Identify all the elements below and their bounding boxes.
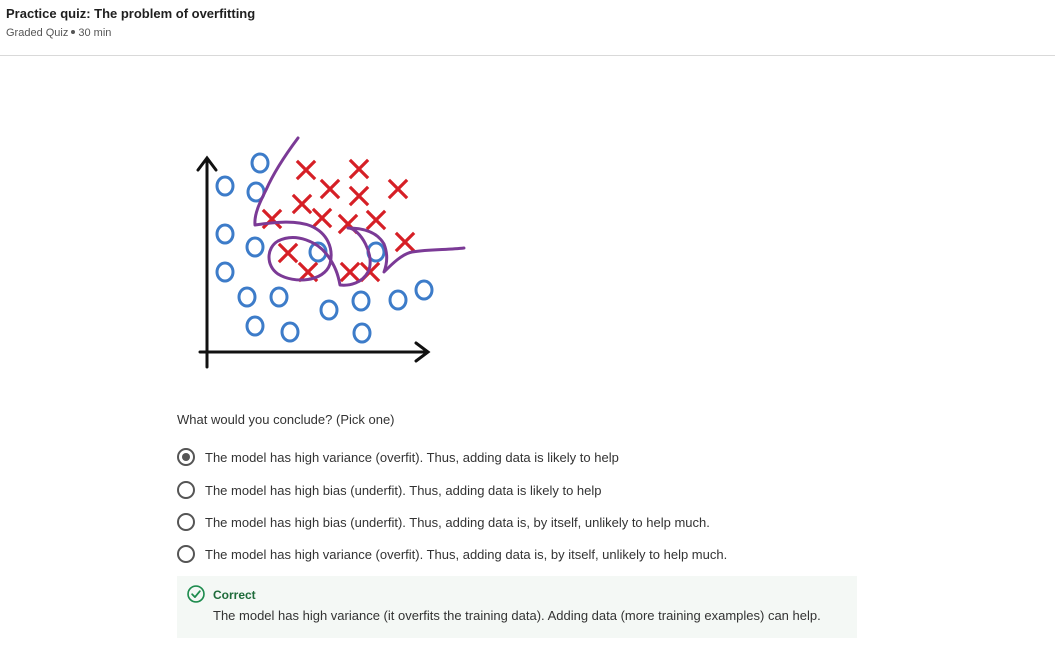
answer-label: The model has high bias (underfit). Thus…: [205, 482, 602, 498]
cross-markers: [261, 158, 416, 283]
cross-marker: [394, 231, 416, 253]
cross-marker: [339, 261, 361, 283]
circle-marker: [319, 299, 339, 321]
quiz-duration: 30 min: [78, 27, 112, 39]
answer-label: The model has high variance (overfit). T…: [205, 449, 619, 465]
radio-unselected[interactable]: [177, 481, 195, 499]
overfitting-figure: [196, 136, 466, 369]
decision-boundary: [253, 136, 466, 287]
cross-marker: [319, 178, 341, 200]
answer-option-3[interactable]: The model has high bias (underfit). Thus…: [177, 511, 710, 533]
x-axis-arrow: [414, 341, 431, 363]
cross-marker: [348, 158, 370, 180]
cross-marker: [348, 185, 370, 207]
radio-unselected[interactable]: [177, 545, 195, 563]
radio-dot: [182, 453, 190, 461]
circle-marker: [351, 290, 371, 312]
quiz-meta: Graded Quiz 30 min: [6, 27, 111, 39]
cross-marker: [291, 193, 313, 215]
circle-marker: [250, 152, 270, 174]
separator-dot: [71, 30, 76, 35]
circle-marker: [215, 261, 235, 283]
circle-marker: [269, 286, 289, 308]
answer-option-2[interactable]: The model has high bias (underfit). Thus…: [177, 479, 602, 501]
answer-label: The model has high variance (overfit). T…: [205, 546, 728, 562]
circle-marker: [245, 315, 265, 337]
circle-marker: [280, 321, 300, 343]
feedback-status: Correct: [213, 588, 256, 602]
circle-marker: [237, 286, 257, 308]
answer-feedback: Correct The model has high variance (it …: [177, 576, 857, 638]
circle-marker: [215, 175, 235, 197]
circle-marker: [414, 279, 434, 301]
circle-marker: [245, 236, 265, 258]
cross-marker: [387, 178, 409, 200]
radio-unselected[interactable]: [177, 513, 195, 531]
answer-option-4[interactable]: The model has high variance (overfit). T…: [177, 543, 727, 565]
cross-marker: [277, 242, 299, 264]
feedback-explanation: The model has high variance (it overfits…: [213, 608, 821, 623]
question-prompt: What would you conclude? (Pick one): [177, 412, 395, 427]
quiz-header: Practice quiz: The problem of overfittin…: [0, 0, 1055, 56]
cross-marker: [295, 159, 317, 181]
cross-marker: [365, 209, 387, 231]
cross-marker: [311, 207, 333, 229]
quiz-title: Practice quiz: The problem of overfittin…: [6, 6, 256, 21]
radio-selected[interactable]: [177, 448, 195, 466]
axes: [196, 155, 431, 369]
circle-marker: [388, 289, 408, 311]
circle-marker: [215, 223, 235, 245]
check-circle-icon: [187, 585, 205, 603]
quiz-type: Graded Quiz: [6, 27, 69, 39]
circle-marker: [352, 322, 372, 344]
answer-option-1[interactable]: The model has high variance (overfit). T…: [177, 446, 619, 468]
answer-label: The model has high bias (underfit). Thus…: [205, 514, 710, 530]
y-axis-arrow: [196, 155, 218, 172]
